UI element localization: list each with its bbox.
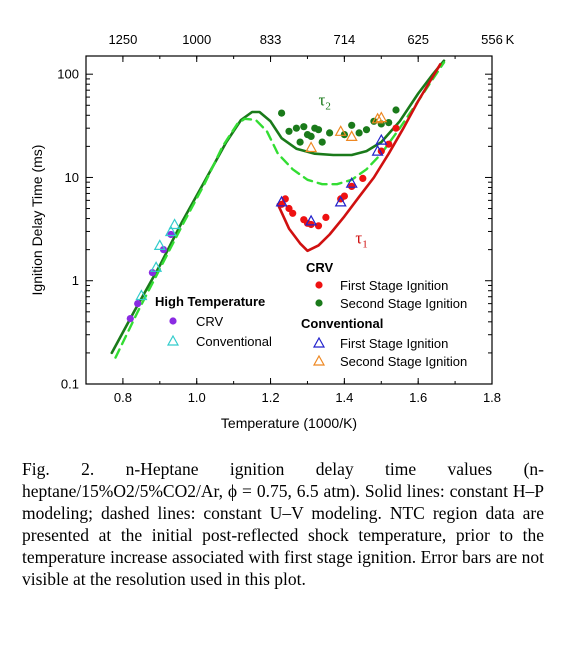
- legend-marker-crv-high: [169, 317, 177, 325]
- point-conv_high: [168, 218, 181, 230]
- annotation-tau-1: τ1: [355, 228, 367, 250]
- point-crv_second: [292, 124, 300, 132]
- point-crv_high: [134, 300, 142, 308]
- point-crv_first: [348, 182, 356, 190]
- top-axis-unit: K: [506, 32, 515, 47]
- point-conv_first: [334, 195, 347, 207]
- point-crv_high: [126, 315, 134, 323]
- point-conv_second: [375, 111, 388, 123]
- legend-conv-second-label: Second Stage Ignition: [340, 354, 467, 369]
- ignition-delay-chart: 0.8 1.0 1.2 1.4 1.6 1.8 1250 1000 833 714 625 556 K 0…: [29, 32, 515, 431]
- legend-marker-crv-second: [315, 299, 323, 307]
- point-crv_second: [307, 132, 315, 140]
- point-crv_second: [314, 126, 323, 134]
- x-tick-label: 1.4: [335, 390, 353, 405]
- figure-caption: Fig. 2. n-Heptane ignition delay time va…: [22, 458, 544, 590]
- point-crv_second: [296, 138, 304, 146]
- point-crv_first: [392, 124, 400, 132]
- legend-marker-conv-first: [312, 336, 326, 348]
- point-crv_second: [340, 131, 348, 139]
- top-tick-label: 833: [260, 32, 282, 47]
- point-crv_first: [289, 209, 297, 217]
- plot-frame: [85, 55, 493, 385]
- point-crv_second: [362, 126, 371, 134]
- y-axis-title: Ignition Delay Time (ms): [29, 145, 45, 296]
- x-axis-title: Temperature (1000/K): [221, 415, 357, 431]
- point-crv_second: [392, 106, 400, 114]
- legend-high-temperature-title: High Temperature: [155, 294, 265, 309]
- axes: 0.8 1.0 1.2 1.4 1.6 1.8 1250 1000 833 714 625 556 K 0…: [57, 32, 514, 405]
- x-tick-label: 1.0: [188, 390, 206, 405]
- line-hp_first_stage: [276, 62, 442, 253]
- top-tick-label: 556: [481, 32, 503, 47]
- point-crv_first: [314, 222, 323, 230]
- point-crv_second: [300, 123, 308, 131]
- x-tick-label: 1.6: [409, 390, 427, 405]
- point-crv_second: [355, 129, 363, 137]
- x-tick-label: 1.8: [483, 390, 501, 405]
- top-tick-label: 625: [407, 32, 429, 47]
- legend-high-conventional-label: Conventional: [196, 334, 272, 349]
- legend-marker-conv-high: [166, 334, 180, 346]
- x-tick-label: 0.8: [114, 390, 132, 405]
- point-crv_first: [322, 213, 330, 221]
- point-crv_second: [285, 127, 293, 135]
- point-crv_first: [340, 192, 348, 200]
- legend-crv-title: CRV: [306, 260, 334, 275]
- point-conv_second: [345, 130, 358, 141]
- point-conv_first: [305, 214, 318, 226]
- legend-high-crv-label: CRV: [196, 314, 224, 329]
- line-uv_total: [114, 61, 446, 359]
- point-conv_second: [371, 112, 384, 124]
- point-conv_second: [334, 125, 347, 136]
- model-lines: [110, 59, 446, 359]
- legend-crv-first-label: First Stage Ignition: [340, 278, 448, 293]
- point-conv_first: [275, 195, 288, 207]
- legend-crv-second-label: Second Stage Ignition: [340, 296, 467, 311]
- y-tick-label: 10: [65, 170, 79, 185]
- point-conv_high: [150, 261, 163, 272]
- y-tick-label: 1: [72, 273, 79, 288]
- caption-text: n-Heptane ignition delay time values (n-…: [22, 459, 544, 589]
- point-crv_second: [278, 109, 286, 117]
- annotation-symbol: τ: [319, 90, 326, 109]
- point-crv_second: [326, 129, 334, 137]
- point-conv_first: [371, 144, 384, 156]
- point-crv_first: [385, 140, 393, 148]
- top-tick-label: 714: [334, 32, 356, 47]
- y-tick-label: 0.1: [61, 377, 79, 392]
- point-conv_first: [375, 133, 388, 145]
- top-tick-label: 1250: [108, 32, 137, 47]
- point-conv_high: [153, 239, 166, 250]
- legend-conventional-title: Conventional: [301, 316, 383, 331]
- point-conv_high: [164, 225, 177, 237]
- point-crv_second: [348, 121, 356, 129]
- point-conv_second: [305, 141, 318, 153]
- caption-label: Fig. 2.: [22, 459, 95, 479]
- point-crv_second: [385, 119, 393, 127]
- top-tick-label: 1000: [182, 32, 211, 47]
- legend-marker-crv-first: [315, 281, 323, 289]
- point-crv_first: [359, 174, 367, 182]
- legend: High Temperature CRV Conventional CRV Fi…: [155, 260, 467, 369]
- data-points: [126, 106, 400, 323]
- y-tick-label: 100: [57, 67, 79, 82]
- point-conv_first: [345, 176, 358, 188]
- point-crv_high: [167, 230, 175, 239]
- annotation-tau-2: τ2: [319, 90, 331, 112]
- legend-conv-first-label: First Stage Ignition: [340, 336, 448, 351]
- annotation-symbol: τ: [355, 228, 362, 247]
- point-conv_high: [135, 289, 148, 301]
- annotation-subscript: 2: [325, 100, 331, 112]
- x-tick-label: 1.2: [262, 390, 280, 405]
- legend-marker-conv-second: [312, 354, 326, 366]
- annotation-subscript: 1: [362, 238, 368, 250]
- point-crv_second: [318, 138, 326, 146]
